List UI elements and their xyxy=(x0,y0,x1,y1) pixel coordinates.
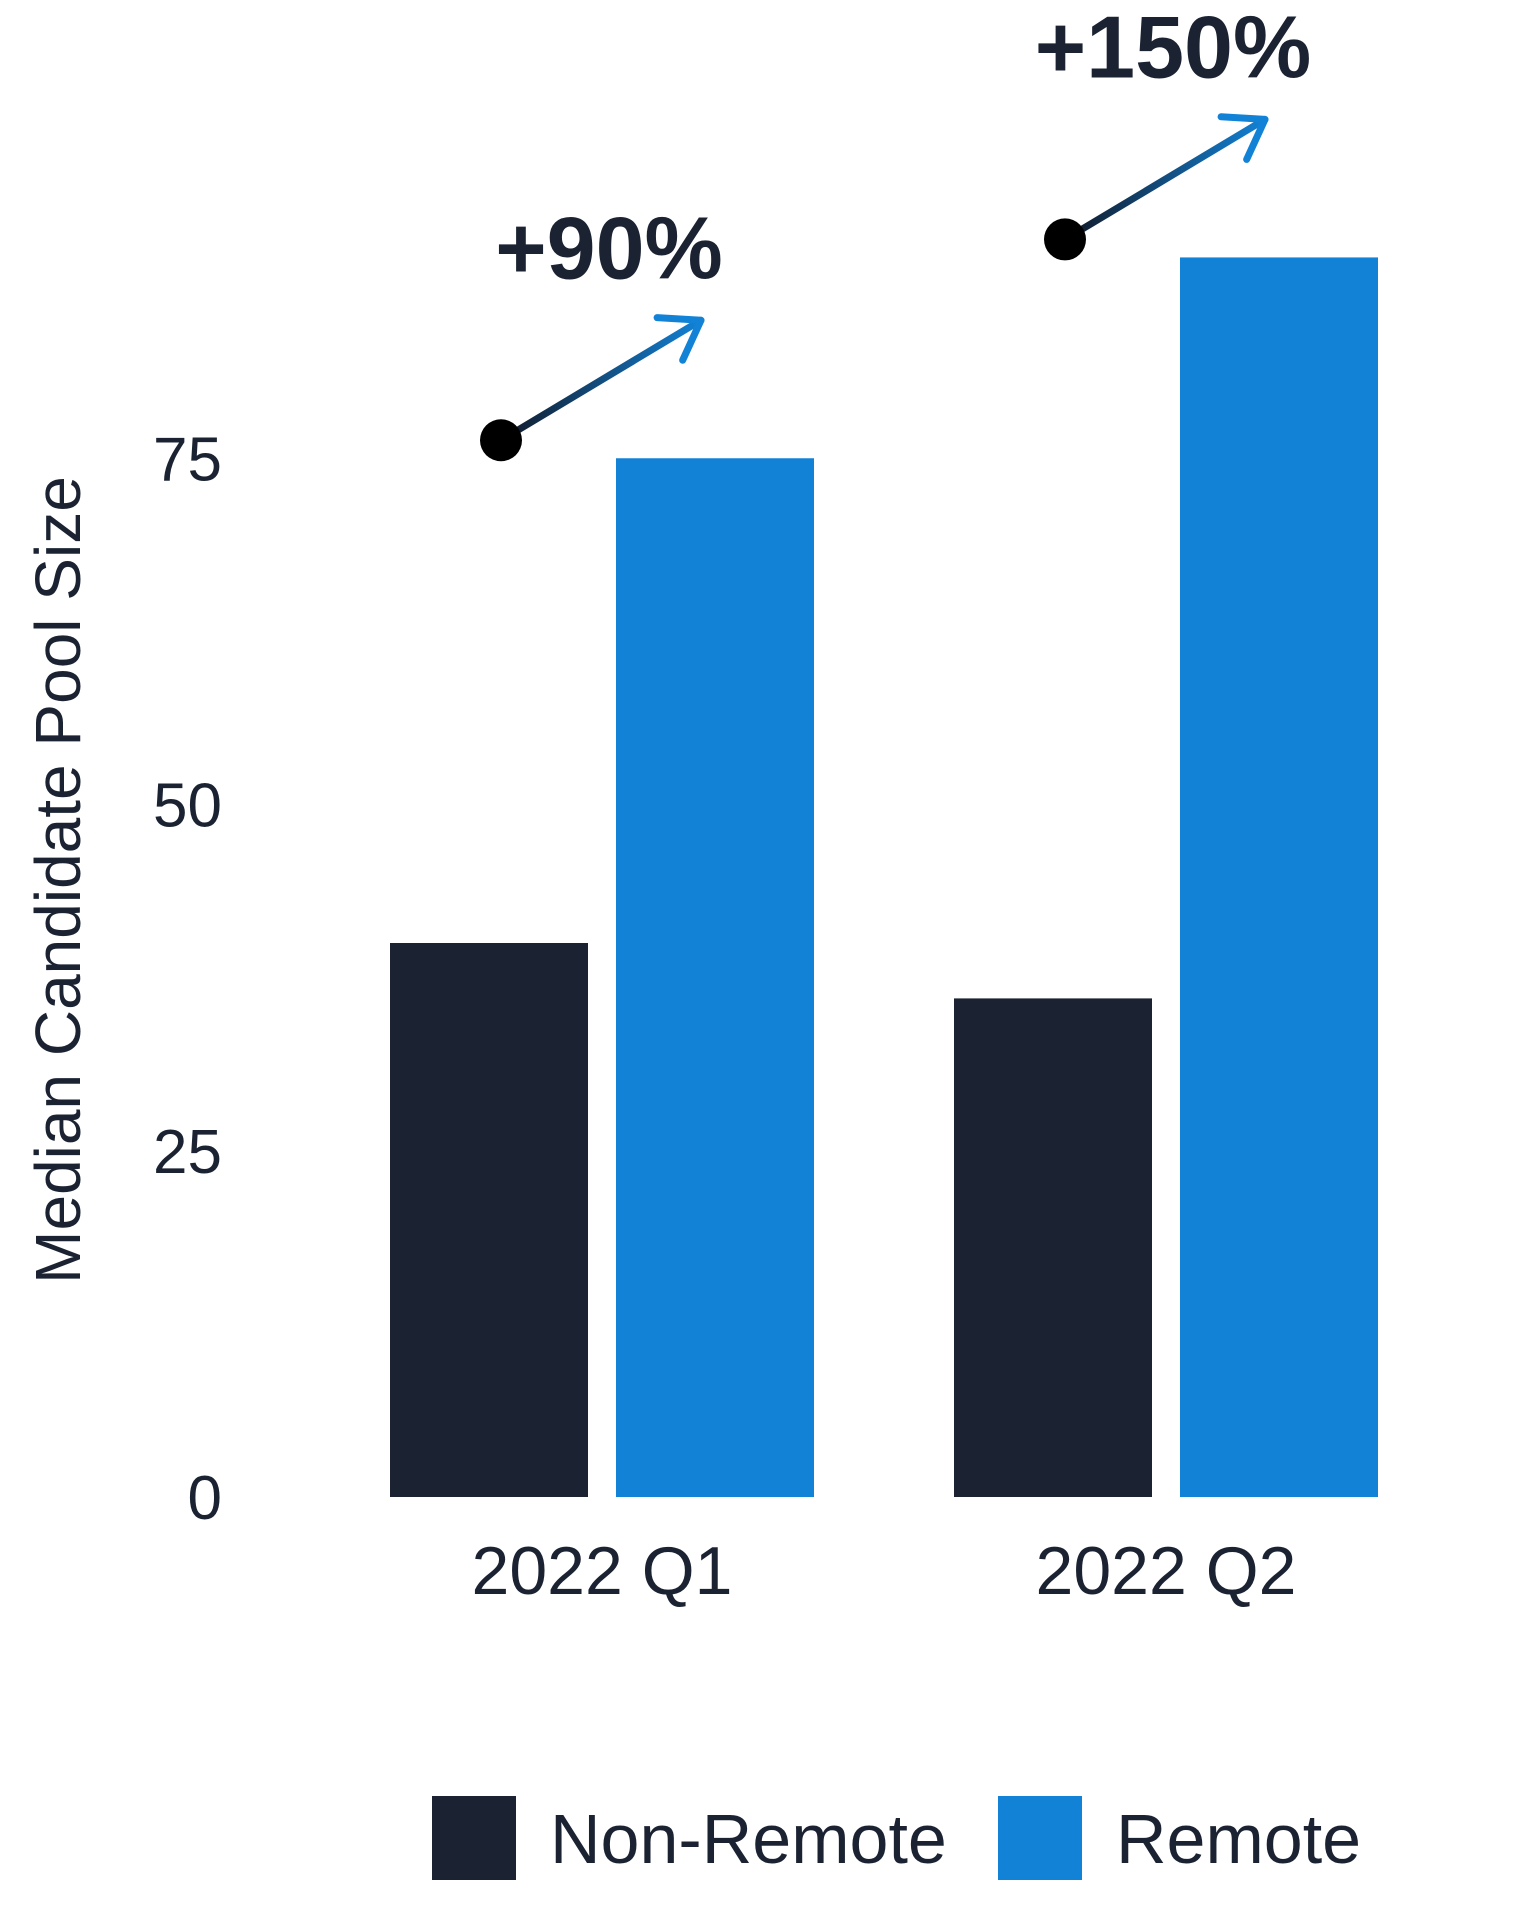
y-axis-ticks: 0 25 50 75 xyxy=(153,425,222,1533)
legend-label: Remote xyxy=(1116,1800,1361,1878)
annotation-arrow-line xyxy=(497,316,705,444)
bar-non-remote-0 xyxy=(390,943,588,1497)
legend-swatch xyxy=(432,1796,516,1880)
y-axis-title: Median Candidate Pool Size xyxy=(22,476,94,1284)
annotation-label: +90% xyxy=(495,198,723,297)
annotation-dot xyxy=(1044,218,1086,261)
arrow-head-icon xyxy=(1217,113,1269,163)
annotation-label: +150% xyxy=(1035,0,1311,96)
annotations: +90% +150% xyxy=(480,0,1311,462)
x-tick-label: 2022 Q1 xyxy=(472,1533,733,1609)
y-tick-label: 75 xyxy=(153,425,222,494)
y-tick-label: 0 xyxy=(188,1464,222,1533)
bar-remote-1 xyxy=(1180,257,1378,1497)
bars xyxy=(390,257,1378,1497)
x-tick-label: 2022 Q2 xyxy=(1036,1533,1297,1609)
legend-swatch xyxy=(998,1796,1082,1880)
annotation-dot xyxy=(480,419,522,462)
bar-remote-0 xyxy=(616,458,814,1497)
legend-label: Non-Remote xyxy=(550,1800,947,1878)
bar-non-remote-1 xyxy=(954,998,1152,1497)
y-tick-label: 25 xyxy=(153,1118,222,1187)
category-labels: 2022 Q1 2022 Q2 xyxy=(472,1533,1297,1609)
annotation-arrow-line xyxy=(1061,115,1269,243)
arrow-head-icon xyxy=(653,314,705,364)
y-tick-label: 50 xyxy=(153,772,222,841)
legend: Non-Remote Remote xyxy=(432,1796,1361,1880)
